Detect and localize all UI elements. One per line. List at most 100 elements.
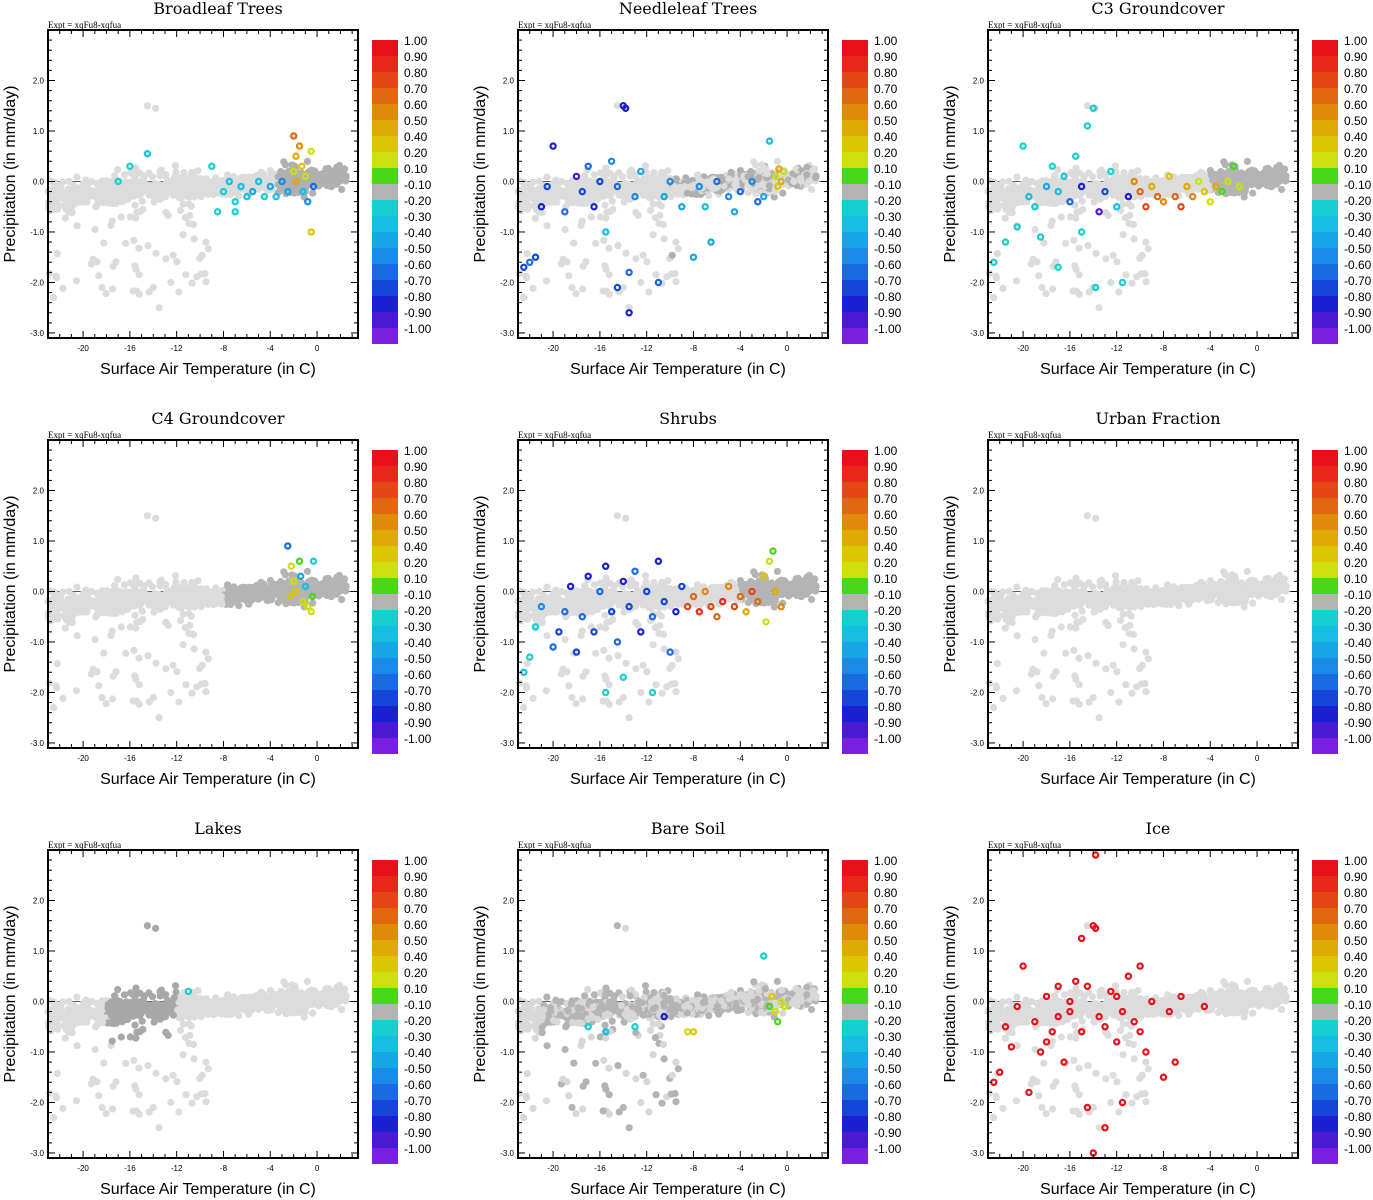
colorbar-segment — [372, 56, 398, 72]
data-point — [307, 228, 315, 236]
data-point — [1107, 167, 1115, 176]
background-point — [608, 197, 616, 205]
x-tick-label: -4 — [1207, 344, 1215, 353]
background-point — [119, 593, 127, 601]
data-point — [736, 187, 745, 196]
background-point — [186, 191, 194, 199]
colorbar-segment — [1312, 296, 1338, 312]
background-point — [201, 270, 209, 278]
background-point — [45, 269, 54, 277]
background-point — [1001, 214, 1009, 222]
background-point — [1214, 173, 1222, 181]
background-point — [102, 700, 110, 708]
background-point — [602, 169, 610, 178]
background-point — [587, 213, 595, 221]
expt-label: Expt = xqFu8-xqfua — [518, 20, 591, 30]
background-point — [515, 269, 524, 277]
colorbar-segment — [1312, 232, 1338, 248]
background-point — [523, 250, 531, 258]
data-point — [1112, 202, 1121, 211]
data-point — [1036, 233, 1045, 241]
x-tick-label: -12 — [641, 344, 653, 353]
colorbar-segment — [372, 610, 398, 626]
background-point — [211, 593, 219, 601]
background-point — [670, 183, 679, 191]
colorbar-label: -0.70 — [404, 274, 432, 288]
background-point — [999, 178, 1007, 186]
background-point — [1070, 236, 1078, 244]
background-point — [632, 255, 640, 263]
background-point — [683, 189, 691, 197]
colorbar-label: -0.50 — [874, 242, 902, 256]
background-point — [92, 613, 100, 621]
background-point — [592, 239, 600, 247]
background-point — [796, 174, 805, 182]
data-point — [1177, 202, 1185, 211]
data-point — [278, 177, 286, 186]
data-point — [225, 177, 233, 186]
background-point — [124, 195, 132, 203]
background-point — [538, 209, 546, 217]
background-point — [521, 192, 529, 200]
colorbar-segment — [842, 248, 868, 264]
data-point — [765, 137, 774, 145]
background-point — [132, 579, 140, 588]
background-point — [179, 200, 187, 208]
background-point — [750, 158, 758, 166]
colorbar-label: -1.00 — [1344, 322, 1372, 336]
background-point — [54, 205, 62, 213]
background-point — [151, 600, 159, 608]
background-point — [651, 176, 659, 184]
data-point — [299, 187, 307, 196]
background-point — [59, 284, 67, 292]
colorbar-segment — [1312, 104, 1338, 120]
x-axis-label: Surface Air Temperature (in C) — [100, 771, 316, 788]
background-point — [606, 208, 614, 216]
background-point — [520, 294, 528, 302]
background-point — [201, 680, 209, 688]
data-point — [284, 187, 292, 196]
y-tick-label: -3.0 — [30, 329, 44, 338]
background-point — [52, 592, 60, 600]
data-point — [295, 142, 304, 150]
background-point — [180, 169, 188, 177]
data-point — [1118, 278, 1127, 287]
background-point — [149, 693, 157, 702]
colorbar-segment — [372, 546, 398, 562]
background-point — [803, 163, 811, 171]
background-point — [182, 271, 190, 279]
data-point — [771, 172, 780, 181]
data-point — [730, 208, 739, 216]
colorbar-label: 0.10 — [404, 572, 428, 586]
background-point — [162, 171, 170, 179]
colorbar-label: 0.90 — [874, 50, 898, 64]
colorbar-label: 0.80 — [1344, 66, 1368, 80]
colorbar-label: 0.40 — [1344, 130, 1368, 144]
background-point — [176, 616, 185, 625]
background-point — [605, 244, 613, 252]
background-point — [111, 172, 119, 180]
background-point — [132, 265, 140, 273]
background-point — [50, 294, 58, 302]
colorbar-segment — [372, 498, 398, 514]
background-point — [570, 239, 578, 247]
background-point — [990, 294, 998, 302]
background-point — [132, 624, 140, 632]
data-point — [208, 162, 216, 170]
plot-title: Shrubs — [659, 409, 717, 428]
background-point — [235, 602, 243, 610]
background-point — [1076, 208, 1084, 216]
x-tick-label: 0 — [1255, 344, 1260, 353]
colorbar-segment — [372, 40, 398, 56]
expt-label: Expt = xqFu8-xqfua — [988, 20, 1061, 30]
background-point — [104, 184, 113, 192]
colorbar-label: -0.30 — [1344, 210, 1372, 224]
colorbar-label: 0.80 — [874, 66, 898, 80]
colorbar-segment — [842, 168, 868, 184]
colorbar-segment — [372, 674, 398, 690]
background-point — [1072, 265, 1080, 273]
colorbar-segment — [372, 482, 398, 498]
background-point — [98, 193, 106, 201]
background-point — [181, 176, 189, 184]
